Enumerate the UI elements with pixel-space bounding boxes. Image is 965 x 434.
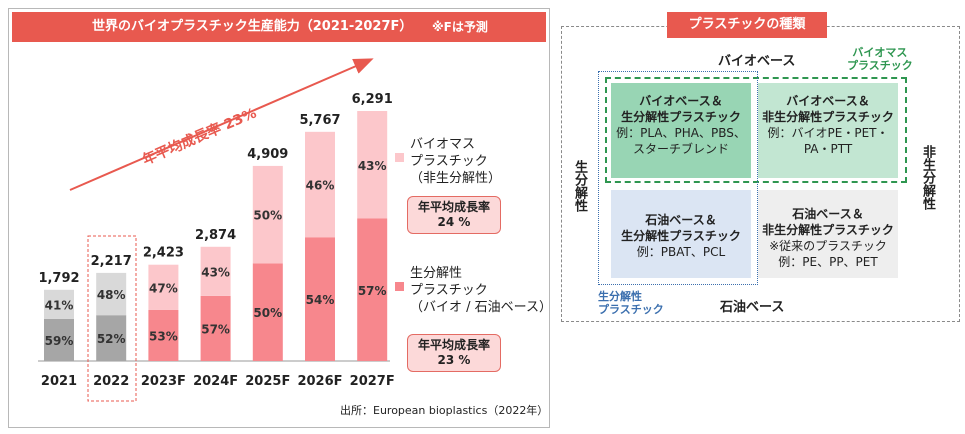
growth-arrow-label: 年平均成長率 23%	[140, 104, 259, 168]
x-tick-2022: 2022	[93, 374, 129, 389]
x-tick-2027F: 2027F	[350, 374, 395, 389]
cagr-biomass-label: 年平均成長率	[417, 200, 490, 214]
bar-biomass-2027F	[357, 111, 388, 219]
quadrant-petro-nonbiodegradable: 石油ベース＆ 非生分解性プラスチック ※従来のプラスチック 例：PE、PP、PE…	[758, 190, 898, 278]
pct-biodegradable-2023F: 53%	[149, 329, 178, 343]
pct-biodegradable-2027F: 57%	[358, 284, 387, 298]
bar-biomass-2024F	[200, 246, 231, 296]
total-label-2026F: 5,767	[299, 113, 340, 128]
bar-biomass-2026F	[305, 131, 335, 238]
q2-line1: バイオベース＆	[786, 94, 870, 108]
cagr-biodeg-value: 23 %	[437, 353, 471, 367]
cagr-badge-biomass: 年平均成長率 24 %	[407, 196, 501, 234]
q1-line2: 生分解性プラスチック	[621, 110, 741, 124]
q1-example2: スターチブレンド	[632, 142, 729, 156]
bar-biomass-2021	[44, 289, 74, 319]
legend-biomass-line2: プラスチック	[410, 154, 488, 169]
legend-biodegradable: 生分解性 プラスチック （バイオ / 石油ベース）	[410, 265, 552, 316]
pct-biodegradable-2026F: 54%	[306, 293, 335, 307]
pct-biodegradable-2021: 59%	[45, 334, 74, 348]
bar-biomass-2025F	[252, 165, 283, 264]
chart-title: 世界のバイオプラスチック生産能力（2021-2027F）	[92, 19, 413, 34]
pct-biomass-2022: 48%	[97, 288, 126, 302]
q3-line2: 生分解性プラスチック	[621, 229, 741, 243]
bar-biodegradable-2024F	[200, 295, 231, 361]
q2-example2: PA・PTT	[803, 142, 853, 156]
forecast-note: ※Fは予測	[432, 20, 488, 34]
total-label-2024F: 2,874	[195, 228, 236, 243]
growth-arrow	[69, 58, 374, 191]
axis-right-nonbiodegradable: 非生分解性	[920, 145, 935, 210]
bar-biomass-2023F	[148, 264, 179, 310]
q2-line2: 非生分解性プラスチック	[762, 110, 894, 124]
pct-biodegradable-2024F: 57%	[201, 322, 230, 336]
legend-biodeg-line1: 生分解性	[410, 266, 463, 281]
quadrant-bio-nonbiodegradable: バイオベース＆ 非生分解性プラスチック 例：バイオPE・PET・ PA・PTT	[758, 83, 898, 178]
total-label-2027F: 6,291	[352, 92, 393, 107]
q4-example2: 例：PE、PP、PET	[778, 255, 878, 269]
pct-biodegradable-2025F: 50%	[253, 306, 282, 320]
x-tick-2021: 2021	[41, 374, 77, 389]
axis-bottom-petroleum: 石油ベース	[720, 300, 785, 315]
total-label-2022: 2,217	[91, 254, 132, 269]
axis-top-biobased: バイオベース	[718, 54, 796, 69]
q4-line1: 石油ベース＆	[792, 207, 864, 221]
x-tick-2024F: 2024F	[193, 374, 238, 389]
legend-biomass: バイオマス プラスチック （非生分解性）	[410, 136, 501, 187]
pct-biomass-2025F: 50%	[253, 209, 282, 223]
legend-biomass-line3: （非生分解性）	[410, 171, 502, 186]
q4-line2: 非生分解性プラスチック	[762, 223, 894, 237]
biomass-label-line2: プラスチック	[847, 59, 913, 72]
legend-biodeg-line2: プラスチック	[410, 283, 488, 298]
pct-biomass-2027F: 43%	[358, 159, 387, 173]
biomass-plastic-label: バイオマス プラスチック	[847, 46, 913, 72]
biomass-group-border	[605, 77, 907, 183]
total-label-2023F: 2,423	[143, 246, 184, 261]
quadrant-petro-biodegradable: 石油ベース＆ 生分解性プラスチック 例：PBAT、PCL	[611, 190, 751, 278]
legend-biodeg-line3: （バイオ / 石油ベース）	[410, 300, 552, 315]
total-label-2025F: 4,909	[247, 147, 288, 162]
q4-example1: ※従来のプラスチック	[769, 239, 887, 253]
q3-line1: 石油ベース＆	[645, 213, 717, 227]
bar-biodegradable-2022	[96, 315, 127, 361]
quadrant-bio-biodegradable: バイオベース＆ 生分解性プラスチック 例：PLA、PHA、PBS、 スターチブレ…	[611, 83, 751, 178]
cagr-badge-biodegradable: 年平均成長率 23 %	[407, 334, 501, 372]
chart-title-bar: 世界のバイオプラスチック生産能力（2021-2027F） ※Fは予測	[12, 12, 546, 42]
highlight-2022-box	[87, 235, 137, 402]
x-tick-2025F: 2025F	[245, 374, 290, 389]
total-label-2021: 1,792	[38, 271, 79, 286]
legend-swatch-biomass	[395, 153, 404, 162]
legend-biomass-line1: バイオマス	[410, 137, 476, 152]
types-title: プラスチックの種類	[667, 12, 827, 38]
stacked-bar-chart: 年平均成長率 23% 59% 41% 1,792 2021 52% 48% 2,217 202…	[38, 58, 395, 402]
cagr-biomass-value: 24 %	[437, 215, 471, 229]
biodeg-label-line1: 生分解性	[598, 290, 642, 303]
q1-line1: バイオベース＆	[639, 94, 723, 108]
bar-biodegradable-2023F	[148, 309, 179, 361]
pct-biodegradable-2022: 52%	[97, 332, 126, 346]
legend-swatch-biodegradable	[395, 282, 404, 291]
axis-left-biodegradable: 生分解性	[572, 160, 587, 212]
bar-biomass-2022	[96, 272, 127, 316]
biodeg-label-line2: プラスチック	[598, 303, 664, 316]
bar-biodegradable-2026F	[305, 237, 335, 361]
q3-example1: 例：PBAT、PCL	[636, 245, 726, 259]
pct-biomass-2023F: 47%	[149, 281, 178, 295]
bar-biodegradable-2027F	[357, 218, 388, 361]
biodeg-plastic-label: 生分解性 プラスチック	[598, 290, 664, 316]
bar-biodegradable-2025F	[252, 263, 283, 361]
q2-example1: 例：バイオPE・PET・	[767, 126, 889, 140]
x-tick-2023F: 2023F	[141, 374, 186, 389]
cagr-biodeg-label: 年平均成長率	[417, 338, 490, 352]
source-note: 出所：European bioplastics（2022年）	[340, 404, 549, 417]
bar-biodegradable-2021	[44, 318, 74, 361]
biomass-label-line1: バイオマス	[852, 46, 908, 59]
biodegradable-group-border	[598, 71, 758, 285]
x-tick-2026F: 2026F	[297, 374, 342, 389]
pct-biomass-2026F: 46%	[306, 179, 335, 193]
q1-example1: 例：PLA、PHA、PBS、	[616, 126, 746, 140]
pct-biomass-2024F: 43%	[201, 265, 230, 279]
pct-biomass-2021: 41%	[45, 298, 74, 312]
